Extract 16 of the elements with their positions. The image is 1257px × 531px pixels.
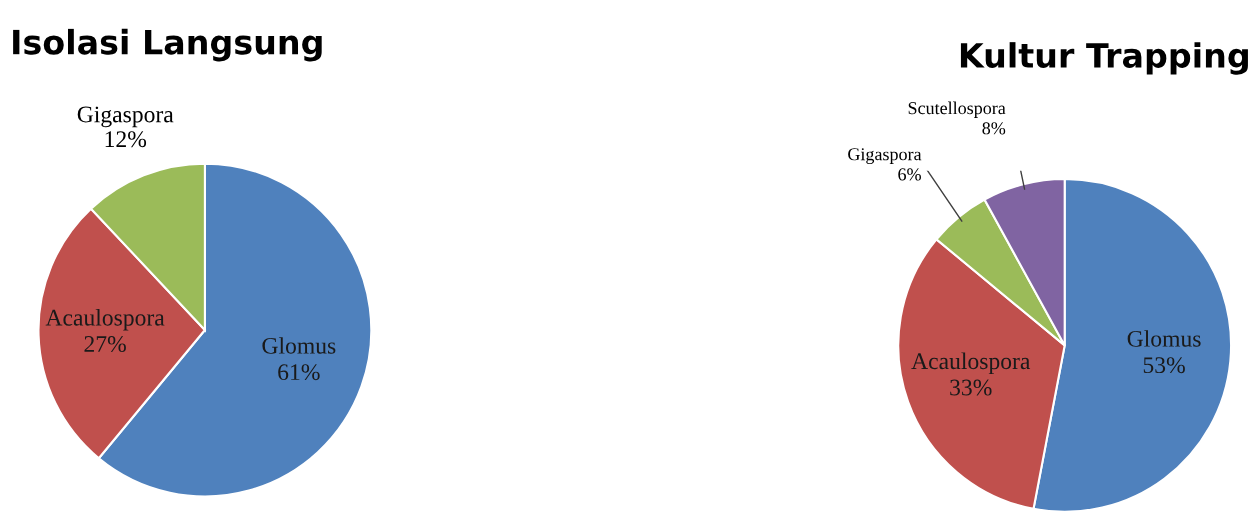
slice-label: Acaulospora [45,309,165,331]
slice-label: Glomus [262,337,336,354]
data-label: 53% [1143,357,1185,374]
slice-label: Acaulospora [911,352,1031,374]
slice-label: Gigaspora [848,148,922,165]
data-label: 6% [898,168,921,181]
chart-title: Isolasi Langsung [13,28,322,62]
data-label: 12% [105,131,147,148]
data-label: 61% [278,364,320,381]
data-label: 33% [950,379,992,396]
chart-title: Kultur Trapping [960,42,1248,75]
data-label: 8% [982,122,1006,135]
slice-label: Glomus [1127,330,1201,347]
slice-label: Gigaspora [77,106,174,128]
slice-label: Scutellospora [908,101,1006,118]
data-label: 27% [84,336,126,353]
